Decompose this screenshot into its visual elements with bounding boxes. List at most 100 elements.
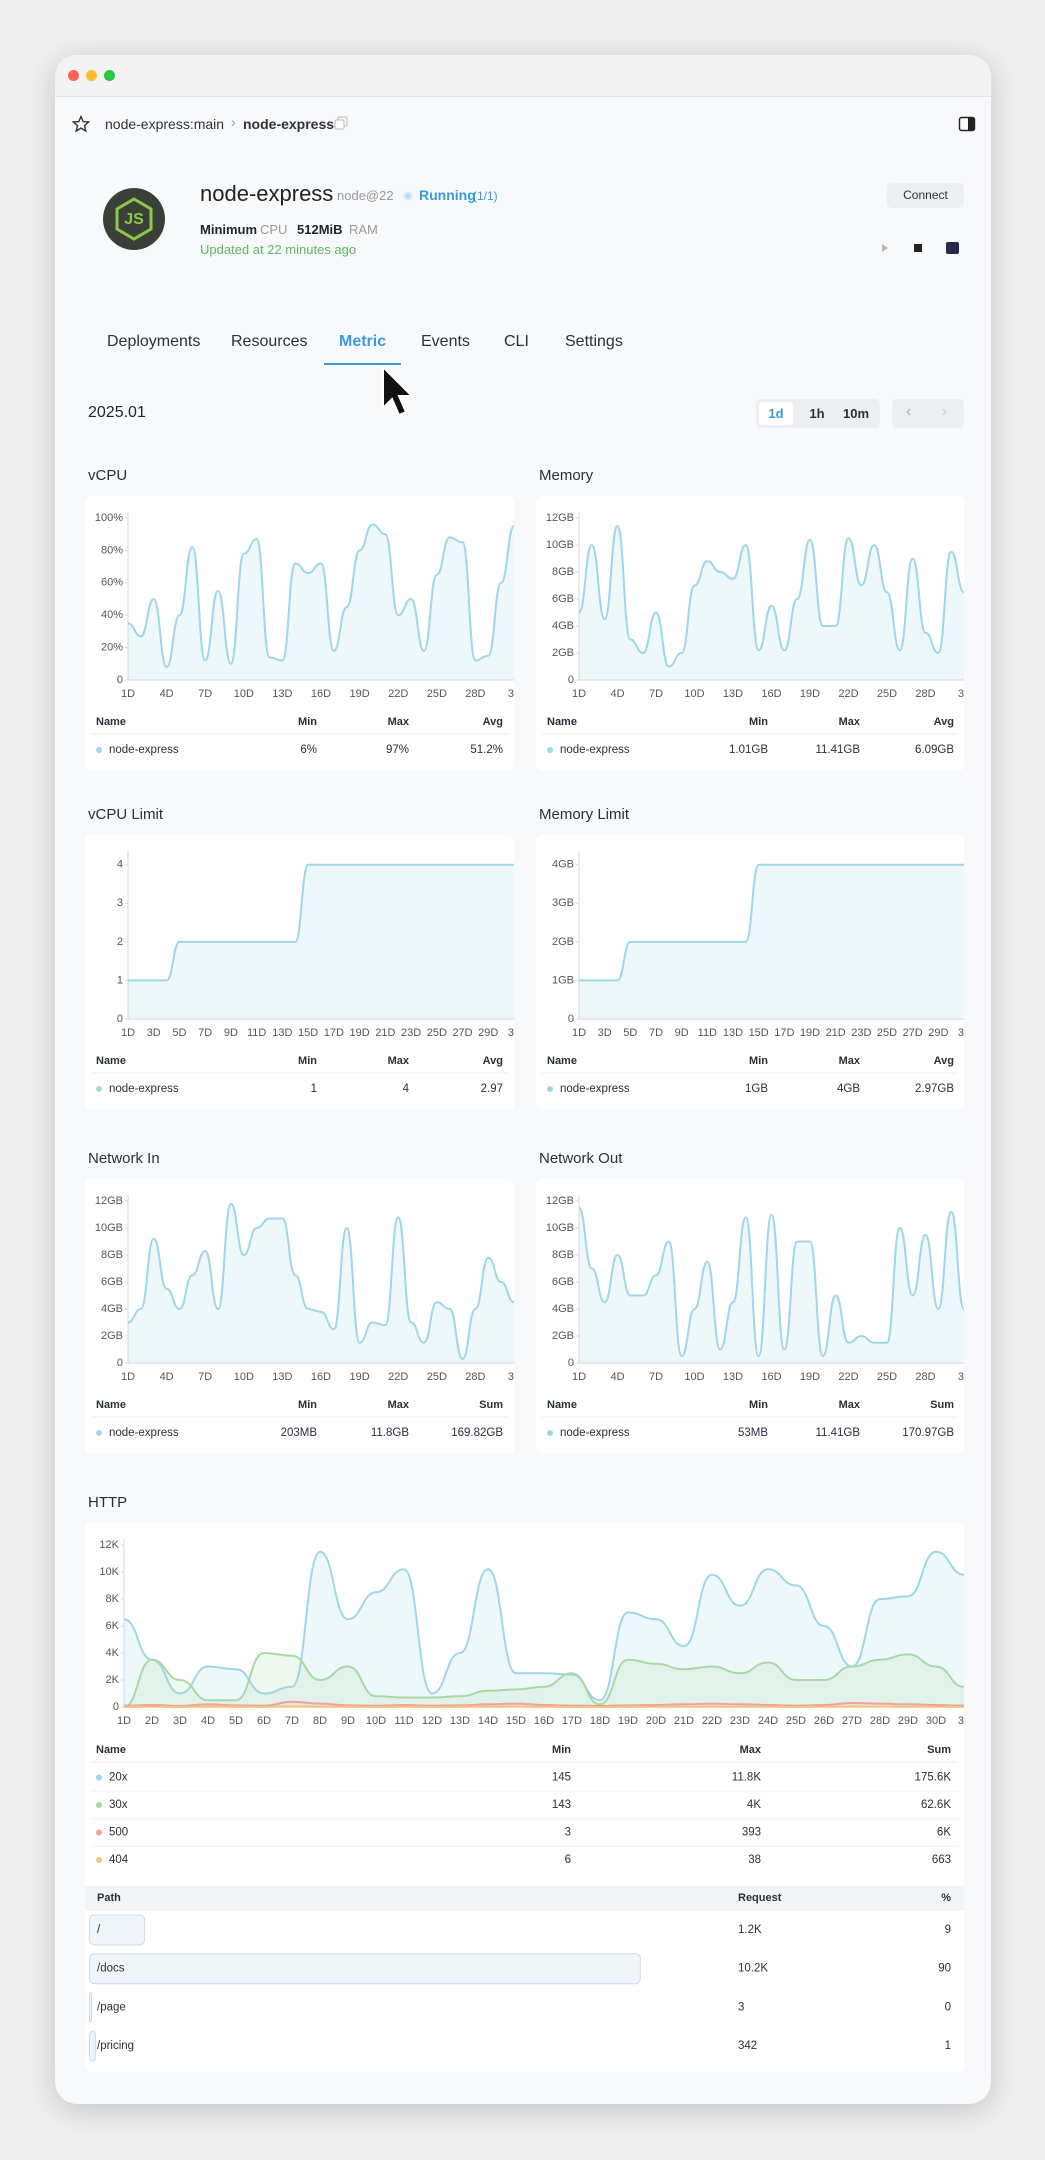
chart-title: Memory Limit xyxy=(539,806,630,823)
y-tick-label: 12K xyxy=(99,1539,119,1551)
sidebar-toggle[interactable] xyxy=(958,115,976,133)
x-tick-label: 1D xyxy=(121,1371,135,1383)
star-icon[interactable] xyxy=(72,115,90,133)
x-tick-label: 26D xyxy=(814,1715,834,1727)
prev-button[interactable]: ‹ xyxy=(906,403,912,420)
legend-label: 20x xyxy=(109,1772,128,1784)
x-tick-label: 16D xyxy=(311,1371,331,1383)
table-header: Avg xyxy=(483,1055,503,1067)
resource-ram: 512MiB xyxy=(297,222,343,237)
path-label: / xyxy=(97,1924,101,1936)
x-tick-label: 9D xyxy=(341,1715,355,1727)
x-tick-label: 9D xyxy=(675,1027,689,1039)
legend-label: 30x xyxy=(109,1799,128,1811)
y-tick-label: 10K xyxy=(99,1566,119,1578)
x-tick-label: 15D xyxy=(298,1027,318,1039)
table-cell: 6% xyxy=(300,744,317,756)
status-count: (1/1) xyxy=(473,189,498,203)
table-cell: 393 xyxy=(742,1827,761,1839)
x-tick-label: 4D xyxy=(201,1715,215,1727)
controls xyxy=(882,242,959,254)
x-tick-label: 16D xyxy=(534,1715,554,1727)
close-button[interactable] xyxy=(68,70,79,81)
tab[interactable]: CLI xyxy=(504,333,529,350)
zoom-button[interactable] xyxy=(104,70,115,81)
table-header: Min xyxy=(749,1399,768,1411)
x-tick-label: 13D xyxy=(272,688,292,700)
x-tick-label: 7D xyxy=(649,688,663,700)
x-tick-label: 22D xyxy=(702,1715,722,1727)
x-tick-label: 22D xyxy=(838,688,858,700)
line xyxy=(578,525,964,668)
x-tick-label: 10D xyxy=(234,1371,254,1383)
table-header: Name xyxy=(547,716,577,728)
terminal-button[interactable] xyxy=(946,242,959,254)
x-tick-label: 10D xyxy=(366,1715,386,1727)
x-tick-label: 13D xyxy=(450,1715,470,1727)
x-tick-label: 21D xyxy=(375,1027,395,1039)
table-header: Name xyxy=(96,716,126,728)
y-tick-label: 10GB xyxy=(95,1222,123,1234)
play-button[interactable] xyxy=(882,244,888,252)
y-tick-label: 8GB xyxy=(552,566,574,578)
table-header: Min xyxy=(298,1399,317,1411)
range-button[interactable]: 1d xyxy=(759,402,793,425)
x-tick-label: 13D xyxy=(723,688,743,700)
y-tick-label: 0 xyxy=(113,1701,119,1713)
x-tick-label: 29D xyxy=(928,1027,948,1039)
x-tick-label: 10D xyxy=(234,688,254,700)
y-tick-label: 12GB xyxy=(546,1195,574,1207)
line xyxy=(123,1651,964,1708)
x-tick-label: 18D xyxy=(590,1715,610,1727)
connect-button[interactable]: Connect xyxy=(887,183,964,208)
x-tick-label: 13D xyxy=(723,1027,743,1039)
y-tick-label: 2GB xyxy=(552,936,574,948)
line xyxy=(578,1206,964,1358)
table-header: Avg xyxy=(934,1055,954,1067)
table-cell: 6K xyxy=(937,1827,951,1839)
x-tick-label: 4D xyxy=(160,688,174,700)
y-tick-label: 4GB xyxy=(552,859,574,871)
table-cell: 6 xyxy=(565,1854,571,1866)
tab[interactable]: Deployments xyxy=(107,333,201,350)
x-tick-label: 15D xyxy=(749,1027,769,1039)
tab[interactable]: Metric xyxy=(339,333,387,350)
breadcrumb-service[interactable]: node-express xyxy=(243,116,335,132)
table-cell: 11.41GB xyxy=(815,744,860,756)
tab[interactable]: Resources xyxy=(231,333,308,350)
copy-icon[interactable] xyxy=(334,116,348,130)
x-tick-label: 8D xyxy=(313,1715,327,1727)
minimize-button[interactable] xyxy=(86,70,97,81)
path-percent: 90 xyxy=(938,1963,951,1975)
range-button[interactable]: 1h xyxy=(809,406,825,421)
y-tick-label: 4GB xyxy=(552,1303,574,1315)
y-tick-label: 2GB xyxy=(552,647,574,659)
updated-at: Updated at 22 minutes ago xyxy=(200,242,357,257)
x-tick-label: 23D xyxy=(730,1715,750,1727)
y-tick-label: 10GB xyxy=(546,539,574,551)
tab[interactable]: Settings xyxy=(565,333,623,350)
path-share-bar xyxy=(89,2030,97,2062)
table-cell: 2.97GB xyxy=(915,1083,954,1095)
breadcrumb-project[interactable]: node-express:main xyxy=(105,116,225,132)
y-tick-label: 6GB xyxy=(552,1276,574,1288)
x-tick-label: 22D xyxy=(388,688,408,700)
next-button[interactable]: › xyxy=(942,403,948,420)
table-cell: 11.41GB xyxy=(815,1427,860,1439)
legend-dot xyxy=(95,1085,103,1093)
tab[interactable]: Events xyxy=(421,333,470,350)
x-tick-label: 25D xyxy=(877,688,897,700)
path-percent: 1 xyxy=(945,2040,951,2052)
x-tick-label: 7D xyxy=(198,1371,212,1383)
range-button[interactable]: 10m xyxy=(842,406,870,421)
line xyxy=(127,523,514,669)
service-name: node-express xyxy=(200,181,334,206)
chart-card: 0 1GB 2GB 3GB 4GB 1D 3D 5D 7D 9D 11D 13D 15D 17D 19D 21… xyxy=(536,835,964,1110)
y-tick-label: 6K xyxy=(106,1620,120,1632)
table-header: Min xyxy=(749,1055,768,1067)
path-share-bar xyxy=(89,1953,641,1985)
y-tick-label: 20% xyxy=(101,642,123,654)
stop-button[interactable] xyxy=(914,244,922,252)
y-tick-label: 4GB xyxy=(552,620,574,632)
x-tick-label: 23D xyxy=(851,1027,871,1039)
